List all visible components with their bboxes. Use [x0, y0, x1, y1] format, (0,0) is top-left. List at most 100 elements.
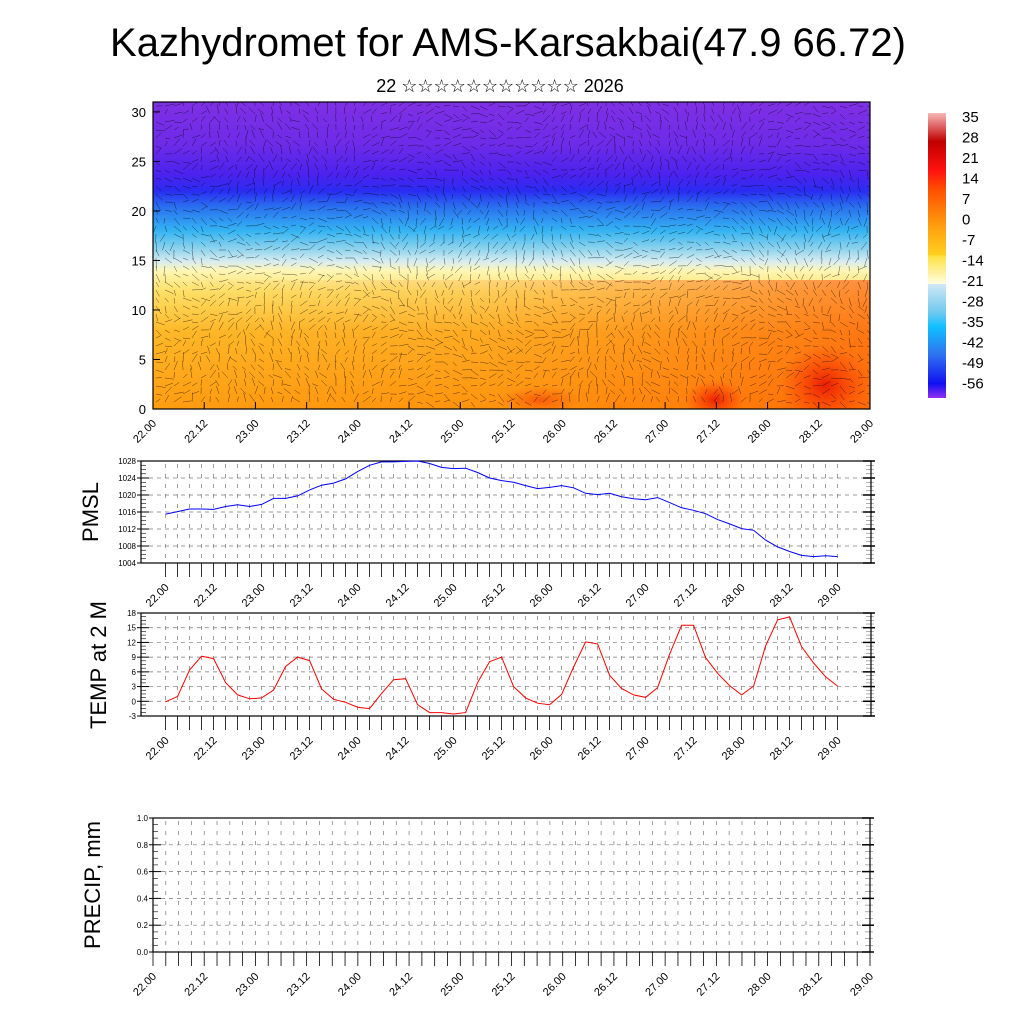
- x-tick-label: 28.12: [797, 971, 825, 999]
- wind-vector: [758, 341, 768, 347]
- wind-vector: [425, 345, 436, 350]
- wind-vector: [191, 289, 202, 291]
- wind-vector: [182, 249, 191, 254]
- wind-vector: [281, 228, 289, 235]
- x-tick-label: 29.00: [816, 582, 844, 610]
- wind-vector: [470, 177, 480, 183]
- wind-vector: [155, 273, 161, 283]
- wind-vector: [848, 201, 855, 208]
- wind-vector: [182, 141, 188, 147]
- wind-vector: [560, 172, 568, 179]
- wind-vector: [434, 297, 440, 303]
- wind-vector: [315, 370, 319, 379]
- wind-vector: [650, 369, 653, 379]
- wind-vector: [713, 209, 724, 213]
- colorbar-label: -7: [962, 232, 975, 249]
- wind-vector: [641, 394, 646, 403]
- y-tick-label: -3: [129, 712, 137, 721]
- wind-vector: [182, 352, 184, 363]
- wind-vector: [468, 193, 472, 202]
- wind-vector: [414, 297, 418, 304]
- wind-vector: [243, 117, 247, 123]
- wind-vector: [542, 123, 549, 131]
- wind-vector: [371, 241, 380, 244]
- wind-vector: [803, 281, 809, 290]
- wind-vector: [353, 146, 355, 155]
- wind-vector: [767, 297, 773, 303]
- wind-vector: [227, 229, 236, 235]
- wind-vector: [641, 311, 650, 315]
- wind-vector: [191, 273, 200, 281]
- wind-vector: [515, 345, 523, 353]
- wind-vector: [666, 357, 670, 363]
- wind-vector: [686, 260, 693, 267]
- wind-vector: [470, 352, 477, 355]
- wind-vector: [353, 206, 359, 211]
- wind-vector: [694, 333, 697, 339]
- wind-vector: [837, 249, 841, 259]
- wind-vector: [810, 257, 814, 263]
- wind-vector: [213, 115, 220, 123]
- wind-vector: [497, 321, 503, 327]
- wind-vector: [551, 233, 553, 241]
- wind-vector: [258, 127, 265, 131]
- wind-vector: [227, 249, 234, 258]
- wind-vector: [695, 272, 706, 275]
- wind-vector: [474, 281, 481, 285]
- wind-vector: [578, 257, 580, 265]
- wind-vector: [812, 105, 819, 113]
- wind-vector: [839, 361, 847, 370]
- wind-vector: [623, 212, 632, 219]
- wind-vector: [659, 235, 665, 243]
- wind-vector: [668, 310, 674, 315]
- wind-vector: [245, 163, 254, 171]
- wind-vector: [533, 241, 535, 249]
- wind-vector: [659, 248, 666, 251]
- wind-vector: [785, 113, 794, 118]
- wind-vector: [730, 148, 733, 155]
- wind-vector: [643, 386, 652, 395]
- wind-vector: [452, 401, 461, 409]
- wind-vector: [182, 217, 191, 220]
- wind-vector: [668, 200, 672, 211]
- wind-vector: [486, 217, 490, 226]
- wind-vector: [659, 261, 664, 267]
- wind-vector: [294, 102, 301, 107]
- wind-vector: [776, 185, 783, 188]
- wind-vector: [272, 181, 282, 187]
- wind-vector: [776, 289, 786, 296]
- wind-vector: [717, 114, 724, 123]
- wind-vector: [623, 172, 625, 179]
- wind-vector: [362, 380, 364, 387]
- wind-vector: [666, 396, 670, 403]
- wind-vector: [850, 225, 859, 230]
- wind-vector: [362, 108, 372, 115]
- wind-vector: [515, 373, 520, 379]
- wind-vector: [316, 115, 319, 123]
- wind-vector: [713, 285, 720, 291]
- wind-vector: [619, 120, 625, 131]
- wind-vector: [785, 289, 794, 296]
- wind-vector: [265, 332, 274, 339]
- wind-vector: [610, 110, 616, 115]
- wind-vector: [227, 341, 234, 347]
- wind-vector: [524, 265, 528, 273]
- wind-vector: [857, 161, 865, 166]
- wind-vector: [236, 340, 240, 347]
- wind-vector: [371, 265, 382, 268]
- wind-vector: [740, 177, 747, 180]
- wind-vector: [380, 102, 388, 107]
- wind-vector: [413, 257, 418, 267]
- wind-vector: [506, 126, 513, 131]
- wind-vector: [280, 145, 283, 155]
- wind-vector: [695, 102, 697, 107]
- wind-vector: [568, 140, 571, 147]
- wind-vector: [560, 137, 565, 147]
- wind-vector: [314, 107, 319, 115]
- wind-vector: [794, 193, 802, 197]
- wind-vector: [731, 233, 736, 241]
- wind-vector: [748, 361, 751, 371]
- wind-vector: [524, 136, 531, 139]
- wind-vector: [803, 233, 806, 243]
- wind-vector: [173, 185, 181, 192]
